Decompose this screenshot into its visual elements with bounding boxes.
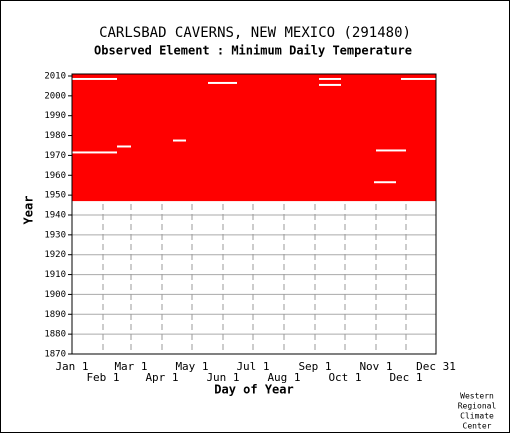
x-axis-label: Day of Year bbox=[214, 383, 293, 397]
y-tick-label: 1960 bbox=[44, 171, 66, 181]
y-tick-label: 1990 bbox=[44, 111, 66, 121]
credit: Center bbox=[463, 422, 492, 431]
y-tick-label: 1900 bbox=[44, 290, 66, 300]
credit: Climate bbox=[460, 412, 494, 421]
x-tick-label: Mar 1 bbox=[114, 360, 147, 373]
plot-border bbox=[71, 73, 437, 355]
data-gap bbox=[173, 139, 186, 142]
y-tick-label: 1870 bbox=[44, 350, 66, 360]
y-tick-label: 2000 bbox=[44, 91, 66, 101]
data-gap bbox=[319, 77, 341, 80]
chart-title: CARLSBAD CAVERNS, NEW MEXICO (291480) bbox=[99, 25, 411, 41]
y-tick-label: 1930 bbox=[44, 230, 66, 240]
data-gap bbox=[72, 151, 117, 154]
data-gap bbox=[319, 83, 341, 86]
credit: Western bbox=[460, 392, 494, 401]
x-tick-label: Aug 1 bbox=[267, 371, 300, 384]
y-axis-label: Year bbox=[22, 196, 36, 225]
y-tick-label: 1890 bbox=[44, 310, 66, 320]
y-tick-label: 2010 bbox=[44, 71, 66, 81]
data-gap bbox=[208, 81, 237, 84]
x-tick-label: Jul 1 bbox=[236, 360, 269, 373]
x-tick-label: Feb 1 bbox=[86, 371, 119, 384]
data-gap bbox=[401, 77, 436, 80]
x-tick-label: Oct 1 bbox=[328, 371, 361, 384]
y-tick-label: 1970 bbox=[44, 151, 66, 161]
x-tick-label: Jun 1 bbox=[206, 371, 239, 384]
x-tick-label: Apr 1 bbox=[145, 371, 178, 384]
x-tick-label: Sep 1 bbox=[298, 360, 331, 373]
x-tick-label: May 1 bbox=[175, 360, 208, 373]
credit: Regional bbox=[458, 402, 497, 411]
y-tick-label: 1880 bbox=[44, 330, 66, 340]
x-tick-label: Nov 1 bbox=[359, 360, 392, 373]
y-tick-label: 1910 bbox=[44, 270, 66, 280]
data-gap bbox=[376, 149, 406, 152]
y-tick-label: 1940 bbox=[44, 210, 66, 220]
y-tick-label: 1950 bbox=[44, 191, 66, 201]
x-tick-label: Jan 1 bbox=[55, 360, 88, 373]
x-tick-label: Dec 1 bbox=[389, 371, 422, 384]
y-tick-label: 1920 bbox=[44, 250, 66, 260]
data-gap bbox=[117, 145, 131, 148]
y-tick-label: 1980 bbox=[44, 131, 66, 141]
data-gap bbox=[374, 181, 396, 184]
coverage bbox=[72, 74, 436, 202]
x-tick-label: Dec 31 bbox=[416, 360, 456, 373]
data-gap bbox=[72, 77, 117, 80]
chart-subtitle: Observed Element : Minimum Daily Tempera… bbox=[94, 44, 412, 58]
